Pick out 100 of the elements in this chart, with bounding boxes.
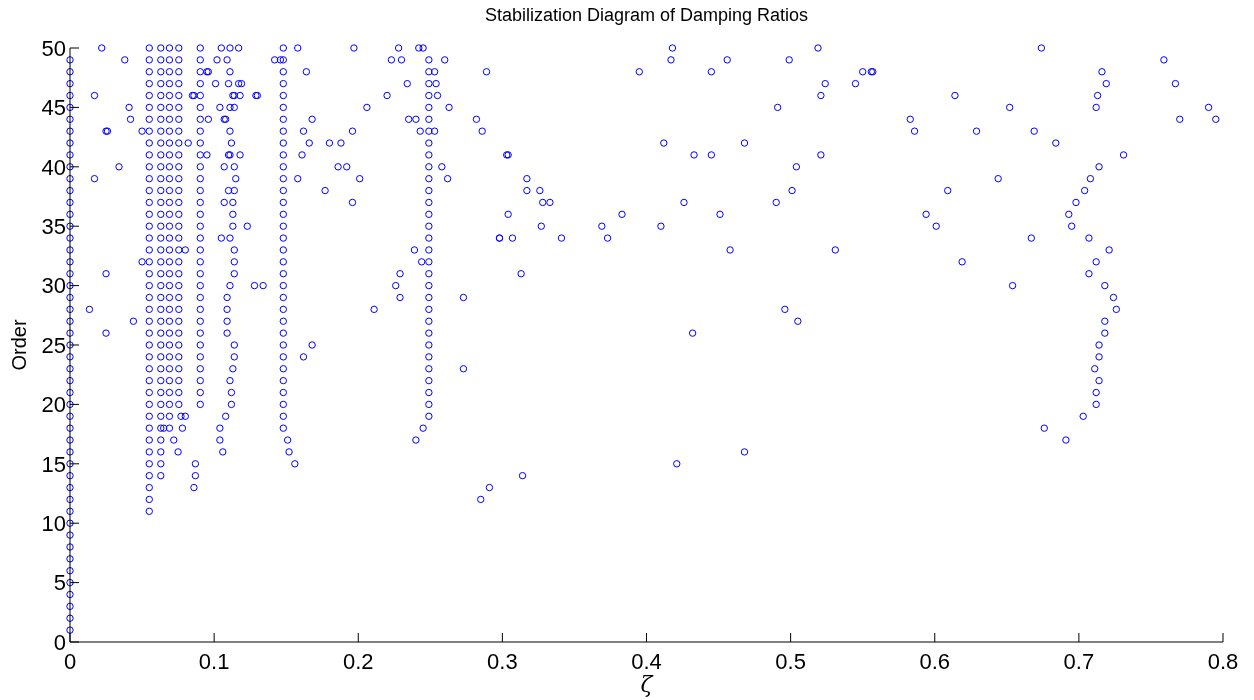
point — [226, 127, 234, 135]
y-tick-label: 10 — [41, 510, 66, 536]
point — [517, 270, 525, 278]
point — [223, 329, 231, 337]
point — [175, 317, 183, 325]
point — [157, 317, 165, 325]
point — [279, 424, 288, 432]
point — [157, 424, 165, 432]
point — [425, 317, 433, 325]
point — [157, 246, 165, 254]
point — [536, 186, 544, 195]
point — [175, 68, 183, 76]
point — [66, 329, 74, 337]
point — [425, 341, 433, 349]
point — [740, 448, 749, 456]
point — [425, 163, 433, 171]
point — [175, 91, 183, 100]
point — [175, 198, 183, 207]
point — [196, 234, 204, 242]
point — [1072, 198, 1080, 207]
point — [66, 281, 74, 290]
point — [145, 246, 153, 254]
point — [165, 186, 174, 195]
point — [165, 163, 174, 171]
point — [232, 174, 240, 183]
point — [196, 79, 204, 88]
point — [688, 329, 697, 337]
point — [243, 222, 251, 230]
point — [66, 186, 74, 195]
point — [145, 103, 153, 112]
point — [165, 376, 174, 385]
point — [165, 127, 174, 135]
point — [85, 305, 94, 314]
point — [425, 174, 433, 183]
point — [157, 376, 165, 385]
point — [227, 139, 236, 147]
point — [1092, 388, 1100, 397]
point — [175, 388, 183, 397]
point — [425, 186, 433, 195]
point — [673, 460, 681, 468]
point — [66, 151, 74, 159]
point — [196, 388, 204, 397]
point — [1037, 44, 1046, 52]
point — [226, 44, 234, 52]
point — [279, 376, 288, 385]
point — [213, 56, 221, 64]
point — [175, 353, 183, 361]
point — [196, 365, 204, 373]
point — [279, 163, 288, 171]
point — [668, 44, 677, 52]
point — [165, 115, 174, 123]
point — [196, 186, 204, 195]
point — [196, 127, 204, 135]
point — [165, 222, 174, 230]
point — [145, 222, 153, 230]
point — [165, 317, 174, 325]
point — [425, 91, 433, 100]
point — [181, 246, 189, 254]
point — [145, 44, 153, 52]
point — [66, 246, 74, 254]
point — [598, 222, 606, 230]
point — [157, 258, 165, 266]
y-tick-label: 0 — [53, 629, 66, 655]
point — [230, 163, 238, 171]
point — [279, 246, 288, 254]
point — [145, 139, 153, 147]
point — [196, 341, 204, 349]
point — [203, 151, 211, 159]
point — [181, 412, 189, 420]
point — [227, 388, 236, 397]
point — [157, 341, 165, 349]
point — [145, 424, 153, 432]
point — [425, 258, 433, 266]
point — [175, 174, 183, 183]
point — [537, 222, 545, 230]
point — [145, 127, 153, 135]
y-axis-title: Order — [8, 319, 30, 371]
point — [66, 234, 74, 242]
point — [66, 424, 74, 432]
point — [175, 79, 183, 88]
point — [680, 198, 688, 207]
point — [279, 103, 288, 112]
point — [279, 317, 288, 325]
point — [425, 139, 433, 147]
point — [523, 174, 531, 183]
point — [165, 329, 174, 337]
point — [951, 91, 959, 100]
point — [236, 151, 244, 159]
point — [66, 174, 74, 183]
point — [165, 281, 174, 290]
point — [129, 317, 138, 325]
point — [1160, 56, 1168, 64]
point — [157, 174, 165, 183]
point — [227, 400, 236, 409]
point — [165, 412, 174, 420]
point — [234, 44, 243, 52]
point — [226, 103, 234, 112]
point — [503, 151, 511, 159]
x-tick-label: 0.3 — [487, 649, 518, 674]
point — [165, 270, 174, 278]
